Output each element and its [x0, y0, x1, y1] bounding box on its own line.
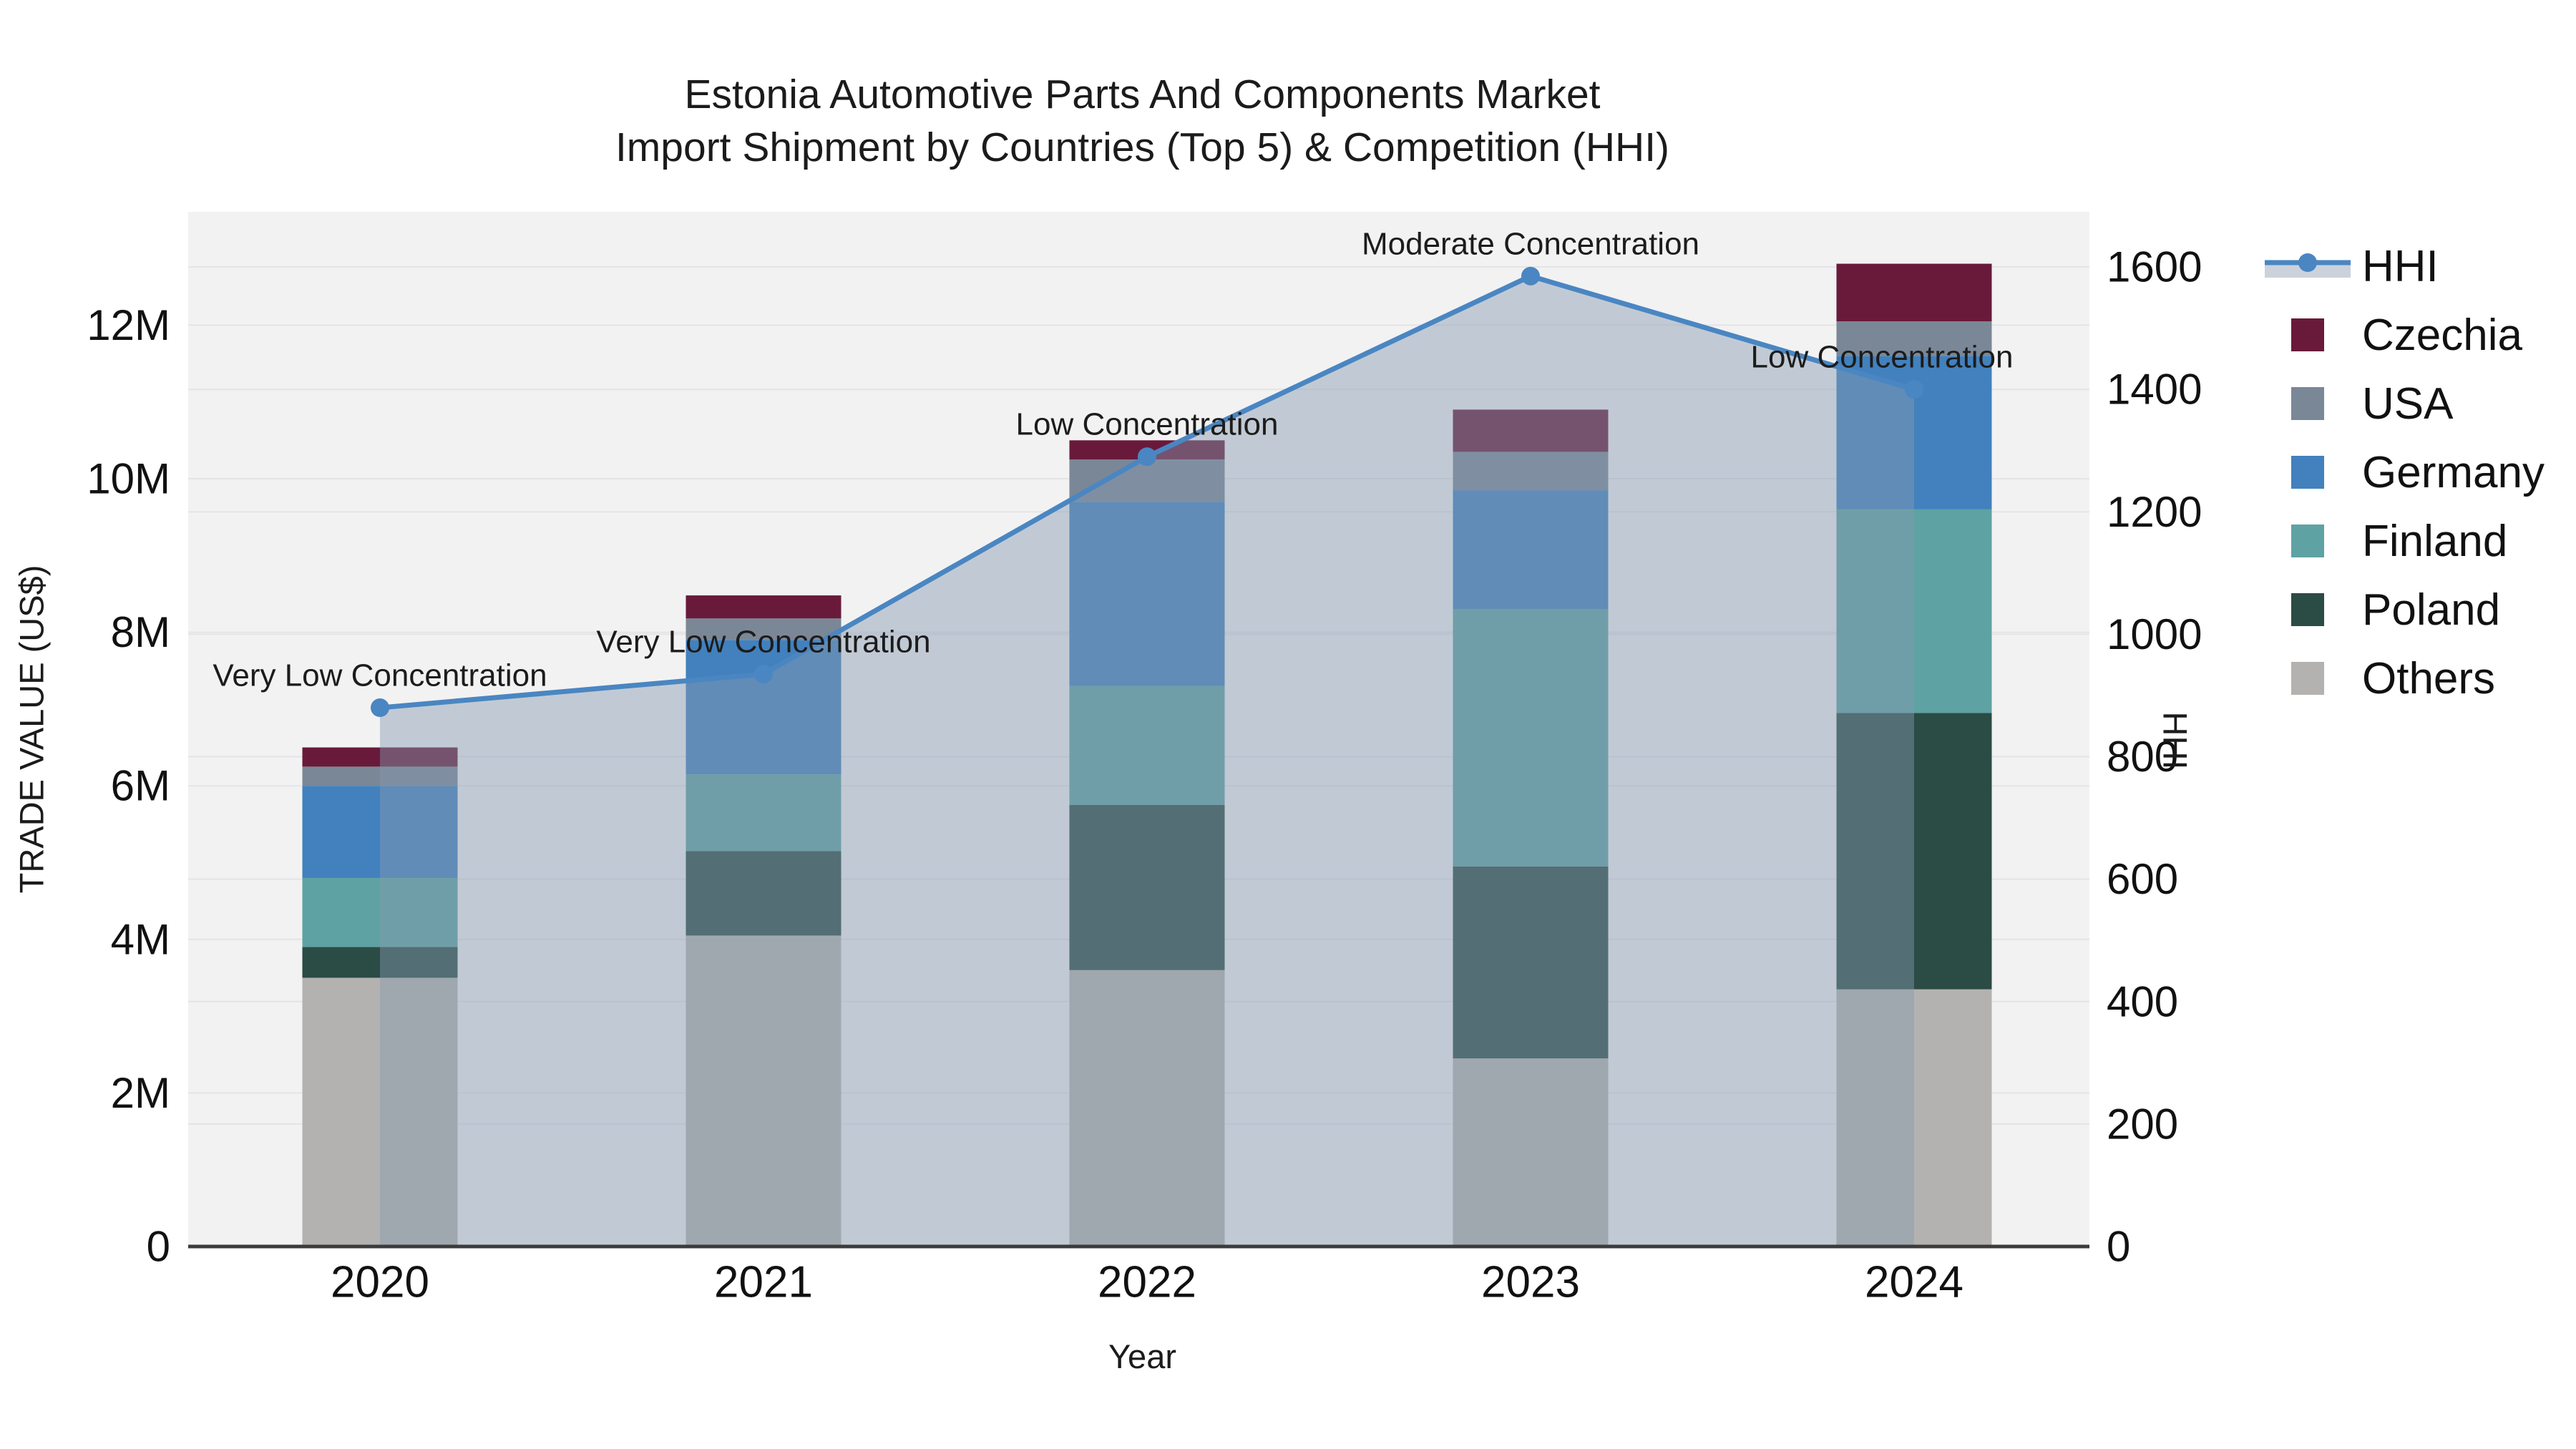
- x-tick-2024: 2024: [1865, 1258, 1963, 1307]
- others-swatch-icon: [2291, 662, 2324, 695]
- x-tick-2022: 2022: [1098, 1258, 1196, 1307]
- legend-item-usa[interactable]: USA: [2263, 369, 2545, 438]
- bar-segment-usa-2022[interactable]: [1069, 459, 1225, 502]
- bar-segment-finland-2022[interactable]: [1069, 686, 1225, 806]
- bar-segment-germany-2020[interactable]: [302, 786, 458, 878]
- annotation-2024: Low Concentration: [1751, 340, 2014, 375]
- chart-title-line2: Import Shipment by Countries (Top 5) & C…: [615, 125, 1670, 170]
- hhi-marker-2024[interactable]: [1905, 380, 1923, 399]
- y-right-tick-200: 200: [2107, 1100, 2178, 1148]
- y-left-tick-4M: 4M: [111, 915, 170, 963]
- annotation-2023: Moderate Concentration: [1362, 226, 1699, 261]
- bar-segment-usa-2021[interactable]: [686, 618, 841, 640]
- legend: HHI Czechia USA Germany Finland Poland O…: [2263, 232, 2545, 713]
- bar-segment-poland-2024[interactable]: [1836, 713, 1992, 990]
- legend-item-others[interactable]: Others: [2263, 644, 2545, 713]
- bar-segment-germany-2022[interactable]: [1069, 502, 1225, 686]
- hhi-marker-2023[interactable]: [1521, 266, 1540, 286]
- bar-segment-finland-2021[interactable]: [686, 774, 841, 852]
- germany-swatch-icon: [2291, 456, 2324, 489]
- legend-item-germany[interactable]: Germany: [2263, 438, 2545, 507]
- hhi-legend-symbol: [2263, 250, 2352, 283]
- y-right-tick-1400: 1400: [2107, 366, 2202, 414]
- annotation-2021: Very Low Concentration: [596, 624, 930, 659]
- y-right-tick-1200: 1200: [2107, 488, 2202, 536]
- hhi-marker-2021[interactable]: [754, 664, 773, 683]
- y-left-tick-12M: 12M: [87, 301, 170, 349]
- bar-segment-finland-2023[interactable]: [1453, 609, 1609, 867]
- bar-segment-poland-2022[interactable]: [1069, 805, 1225, 970]
- bar-segment-others-2021[interactable]: [686, 935, 841, 1246]
- bar-segment-czechia-2020[interactable]: [302, 747, 458, 767]
- x-tick-2021: 2021: [714, 1258, 813, 1307]
- czechia-swatch-icon: [2291, 318, 2324, 351]
- x-tick-2020: 2020: [331, 1258, 429, 1307]
- bar-segment-finland-2020[interactable]: [302, 877, 458, 947]
- legend-item-hhi[interactable]: HHI: [2263, 232, 2545, 301]
- y-left-tick-10M: 10M: [87, 455, 170, 503]
- y-right-tick-1600: 1600: [2107, 243, 2202, 291]
- hhi-line-icon: [2265, 253, 2351, 278]
- y-right-tick-0: 0: [2107, 1223, 2130, 1271]
- legend-label-poland: Poland: [2362, 585, 2501, 635]
- bar-segment-others-2023[interactable]: [1453, 1058, 1609, 1246]
- hhi-marker-2022[interactable]: [1138, 447, 1156, 467]
- y-right-tick-600: 600: [2107, 855, 2178, 903]
- chart-title: Estonia Automotive Parts And Components …: [188, 68, 2097, 174]
- legend-label-czechia: Czechia: [2362, 310, 2522, 360]
- bar-segment-usa-2023[interactable]: [1453, 452, 1609, 491]
- legend-item-finland[interactable]: Finland: [2263, 507, 2545, 575]
- chart-title-line1: Estonia Automotive Parts And Components …: [684, 72, 1601, 117]
- bar-segment-finland-2024[interactable]: [1836, 509, 1992, 713]
- y-axis-title-right: HHI: [2156, 711, 2195, 770]
- hhi-marker-2020[interactable]: [371, 698, 389, 718]
- bar-segment-others-2024[interactable]: [1836, 989, 1992, 1246]
- legend-label-finland: Finland: [2362, 516, 2508, 566]
- legend-label-others: Others: [2362, 653, 2496, 703]
- y-right-tick-1000: 1000: [2107, 610, 2202, 658]
- bar-segment-usa-2020[interactable]: [302, 766, 458, 786]
- bar-segment-usa-2024[interactable]: [1836, 321, 1992, 356]
- y-left-tick-6M: 6M: [111, 762, 170, 810]
- legend-label-hhi: HHI: [2362, 241, 2439, 291]
- x-axis-title: Year: [1108, 1337, 1176, 1375]
- legend-label-germany: Germany: [2362, 447, 2545, 497]
- bar-segment-poland-2023[interactable]: [1453, 866, 1609, 1059]
- bar-segment-czechia-2024[interactable]: [1836, 263, 1992, 322]
- legend-item-czechia[interactable]: Czechia: [2263, 301, 2545, 369]
- bar-segment-germany-2023[interactable]: [1453, 490, 1609, 610]
- y-left-tick-8M: 8M: [111, 608, 170, 656]
- legend-item-poland[interactable]: Poland: [2263, 575, 2545, 644]
- annotation-2020: Very Low Concentration: [213, 658, 547, 693]
- bar-segment-others-2022[interactable]: [1069, 970, 1225, 1246]
- bar-segment-poland-2020[interactable]: [302, 947, 458, 978]
- bar-segment-others-2020[interactable]: [302, 977, 458, 1246]
- y-right-tick-400: 400: [2107, 977, 2178, 1025]
- usa-swatch-icon: [2291, 387, 2324, 420]
- annotation-2022: Low Concentration: [1016, 407, 1279, 442]
- x-tick-2023: 2023: [1481, 1258, 1580, 1307]
- bar-segment-germany-2021[interactable]: [686, 640, 841, 775]
- y-right-tick-800: 800: [2107, 733, 2178, 781]
- y-left-tick-0: 0: [147, 1223, 170, 1271]
- y-axis-title-left: TRADE VALUE (US$): [12, 565, 51, 894]
- bar-segment-czechia-2021[interactable]: [686, 595, 841, 619]
- hhi-area: [380, 275, 1914, 1247]
- bar-segment-poland-2021[interactable]: [686, 851, 841, 936]
- y-left-tick-2M: 2M: [111, 1069, 170, 1117]
- poland-swatch-icon: [2291, 593, 2324, 626]
- finland-swatch-icon: [2291, 525, 2324, 557]
- bar-segment-czechia-2023[interactable]: [1453, 409, 1609, 452]
- legend-label-usa: USA: [2362, 379, 2454, 429]
